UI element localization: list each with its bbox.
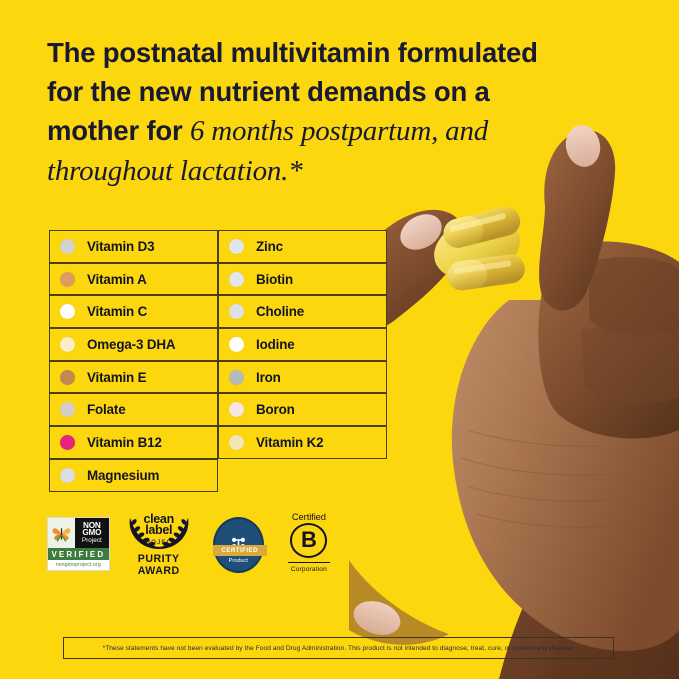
ingredient-label: Magnesium xyxy=(87,467,160,483)
headline: The postnatal multivitamin formulated fo… xyxy=(47,33,627,191)
ingredient-dot-icon xyxy=(229,336,244,352)
purity-award-line-2: AWARD xyxy=(137,564,180,577)
headline-line-1: The postnatal multivitamin formulated xyxy=(47,37,538,68)
ingredient-cell-vitamin-b12: Vitamin B12 xyxy=(49,426,218,459)
certification-badges: NON GMO Project VERIFIED nongmoproject.o… xyxy=(47,511,337,577)
climeco-certified-badge: ClimeCo CERTIFIED Product xyxy=(212,517,267,573)
ingredient-label: Iron xyxy=(256,369,281,385)
ingredient-label: Omega-3 DHA xyxy=(87,336,176,352)
ingredient-cell-boron: Boron xyxy=(218,393,387,427)
non-gmo-line-2: GMO xyxy=(82,528,102,538)
ingredient-cell-omega-3-dha: Omega-3 DHA xyxy=(49,328,218,361)
headline-line-3-bold: mother for xyxy=(47,115,190,146)
ingredient-cell-magnesium: Magnesium xyxy=(49,458,218,492)
table-row: Vitamin E Iron xyxy=(49,360,387,394)
ingredient-label: Folate xyxy=(87,402,126,418)
non-gmo-verified-band: VERIFIED xyxy=(48,548,109,560)
clean-label-word-1: clean xyxy=(143,511,174,526)
ingredient-label: Zinc xyxy=(256,238,283,254)
ingredient-table: Vitamin D3 Zinc Vitamin A Biotin Vitamin… xyxy=(49,230,387,492)
ingredient-dot-icon xyxy=(60,238,75,254)
ingredient-cell-vitamin-e: Vitamin E xyxy=(49,360,218,394)
clean-label-purity-award-badge: clean label PROJECT PURITY AWARD xyxy=(121,511,197,576)
ingredient-dot-icon xyxy=(60,467,75,483)
ingredient-dot-icon xyxy=(229,238,244,254)
ingredient-label: Iodine xyxy=(256,336,295,352)
ingredient-dot-icon xyxy=(60,434,75,450)
table-row: Vitamin B12 Vitamin K2 xyxy=(49,426,387,459)
ingredient-cell-vitamin-a: Vitamin A xyxy=(49,262,218,296)
ingredient-dot-icon xyxy=(229,304,244,320)
ingredient-cell-vitamin-c: Vitamin C xyxy=(49,295,218,329)
table-row: Omega-3 DHA Iodine xyxy=(49,328,387,361)
purity-award-text: PURITY AWARD xyxy=(121,553,197,577)
non-gmo-project-verified-badge: NON GMO Project VERIFIED nongmoproject.o… xyxy=(47,517,110,571)
bcorp-corporation-label: Corporation xyxy=(290,566,327,573)
ingredient-label: Choline xyxy=(256,304,305,320)
ingredient-dot-icon xyxy=(229,369,244,385)
ingredient-dot-icon xyxy=(229,271,244,287)
ingredient-cell-vitamin-d3: Vitamin D3 xyxy=(49,230,218,263)
bcorp-certified-label: Certified xyxy=(291,511,326,522)
ingredient-cell-vitamin-k2: Vitamin K2 xyxy=(218,426,387,459)
ingredient-cell-iron: Iron xyxy=(218,360,387,394)
non-gmo-wordmark: NON GMO Project xyxy=(75,518,109,548)
ingredient-dot-icon xyxy=(60,402,75,418)
clean-label-word-3: PROJECT xyxy=(140,538,177,546)
ingredient-dot-icon xyxy=(60,271,75,287)
clean-label-word-2: label xyxy=(145,523,173,538)
ingredient-label: Vitamin E xyxy=(87,369,147,385)
ingredient-cell-iodine: Iodine xyxy=(218,328,387,361)
laurel-wreath-icon xyxy=(129,518,189,549)
ingredient-label: Vitamin C xyxy=(87,304,148,320)
headline-line-2: for the new nutrient demands on a xyxy=(47,76,490,107)
ingredient-cell-choline: Choline xyxy=(218,295,387,329)
ingredient-label: Vitamin A xyxy=(87,271,147,287)
ingredient-dot-icon xyxy=(229,434,244,450)
ingredient-dot-icon xyxy=(60,336,75,352)
headline-line-3-italic: 6 months postpartum, and xyxy=(189,115,489,147)
ingredient-label: Vitamin K2 xyxy=(256,434,324,450)
ingredient-cell-biotin: Biotin xyxy=(218,262,387,296)
ingredient-label: Vitamin D3 xyxy=(87,238,155,254)
table-row: Folate Boron xyxy=(49,393,387,427)
ingredient-label: Boron xyxy=(256,402,295,418)
bcorp-letter: B xyxy=(300,526,317,552)
ingredient-label: Vitamin B12 xyxy=(87,434,162,450)
bcorp-circle-icon: B xyxy=(290,523,328,558)
b-corporation-badge: Certified B Corporation xyxy=(281,511,337,573)
ingredient-dot-icon xyxy=(60,369,75,385)
climeco-certified-ribbon: CERTIFIED xyxy=(212,545,267,556)
table-row: Vitamin D3 Zinc xyxy=(49,230,387,263)
fda-disclaimer-box: *These statements have not been evaluate… xyxy=(63,637,614,659)
ingredient-cell-empty xyxy=(218,459,387,492)
fda-disclaimer-text: *These statements have not been evaluate… xyxy=(102,644,575,652)
ingredient-cell-zinc: Zinc xyxy=(218,230,387,263)
ingredient-cell-folate: Folate xyxy=(49,393,218,427)
table-row: Vitamin A Biotin xyxy=(49,262,387,296)
non-gmo-line-1: NON xyxy=(83,520,101,530)
ingredient-label: Biotin xyxy=(256,271,294,287)
non-gmo-url: nongmoproject.org xyxy=(48,560,109,569)
ingredient-dot-icon xyxy=(229,402,244,418)
headline-line-4-italic: throughout lactation.* xyxy=(47,155,303,187)
ingredient-dot-icon xyxy=(60,304,75,320)
purity-award-line-1: PURITY xyxy=(137,553,180,565)
butterfly-icon xyxy=(48,518,75,548)
table-row: Vitamin C Choline xyxy=(49,295,387,329)
bcorp-divider xyxy=(287,561,330,563)
table-row: Magnesium xyxy=(49,458,387,492)
climeco-product-label: Product xyxy=(228,558,248,564)
non-gmo-line-3: Project xyxy=(81,536,102,544)
